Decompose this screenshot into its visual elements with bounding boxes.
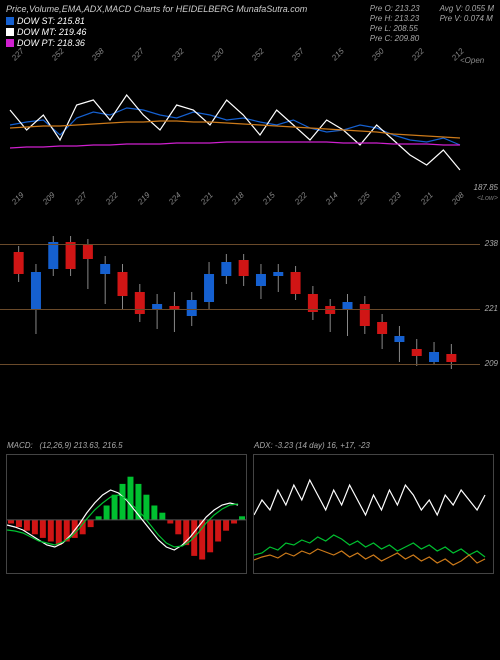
legend-item: DOW ST: 215.81 <box>6 16 370 26</box>
stat: Pre H: 213.23 <box>370 14 420 23</box>
yaxis-label: 238 <box>485 239 498 248</box>
yaxis-label: 221 <box>485 304 498 313</box>
stat: Pre L: 208.55 <box>370 24 420 33</box>
yaxis-label: 209 <box>485 359 498 368</box>
legend: DOW ST: 215.81DOW MT: 219.46DOW PT: 218.… <box>6 16 370 48</box>
macd-indicator: MACD: (12,26,9) 213.63, 216.5 <box>6 454 247 574</box>
legend-text: DOW PT: 218.36 <box>17 38 85 48</box>
adx-indicator: ADX: -3.23 (14 day) 16, +17, -23 <box>253 454 494 574</box>
ema-last: 187.85 <box>474 183 498 192</box>
stat: Pre V: 0.074 M <box>440 14 494 23</box>
gridline <box>0 309 480 310</box>
stats: Pre O: 213.23Pre H: 213.23Pre L: 208.55P… <box>370 4 494 48</box>
candle-panel: 238 221 209 <box>0 214 500 394</box>
chart-header: Price,Volume,EMA,ADX,MACD Charts for HEI… <box>0 0 500 52</box>
legend-item: DOW PT: 218.36 <box>6 38 370 48</box>
chart-title: Price,Volume,EMA,ADX,MACD Charts for HEI… <box>6 4 370 14</box>
stat: Avg V: 0.055 M <box>440 4 494 13</box>
legend-swatch <box>6 39 14 47</box>
gridline <box>0 244 480 245</box>
legend-text: DOW ST: 215.81 <box>17 16 85 26</box>
legend-item: DOW MT: 219.46 <box>6 27 370 37</box>
ema-panel: 187.85<Low> <box>0 70 500 200</box>
legend-swatch <box>6 28 14 36</box>
legend-text: DOW MT: 219.46 <box>17 27 86 37</box>
gridline <box>0 364 480 365</box>
indicator-row: MACD: (12,26,9) 213.63, 216.5 ADX: -3.23… <box>0 454 500 574</box>
xaxis-open: <Open <box>460 56 484 65</box>
ema-xaxis: 227252258227232220252257215250222212<Ope… <box>0 56 500 70</box>
candle-xaxis: 2192092272222192242212182152222142252232… <box>0 200 500 214</box>
stat: Pre O: 213.23 <box>370 4 420 13</box>
legend-swatch <box>6 17 14 25</box>
stat: Pre C: 209.80 <box>370 34 420 43</box>
